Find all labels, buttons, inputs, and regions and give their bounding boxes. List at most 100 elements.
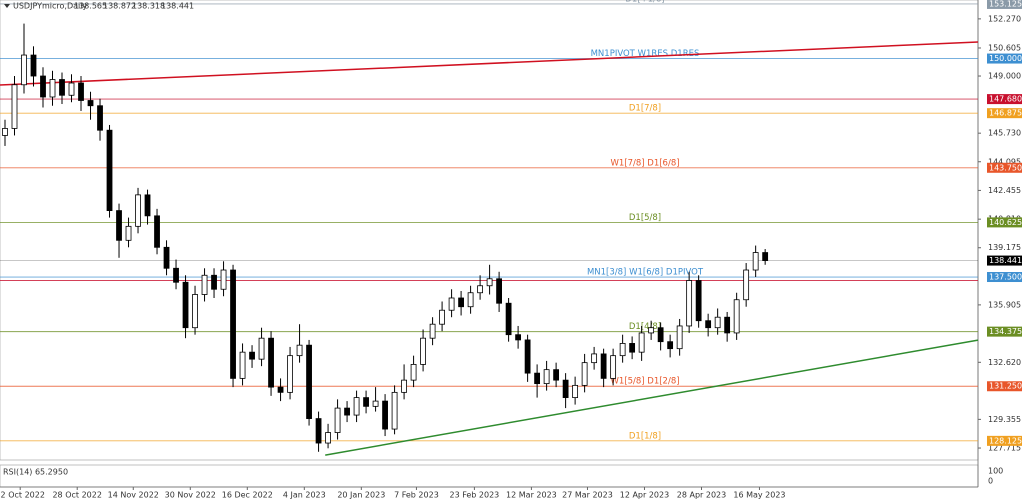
x-tick-label: 20 Jan 2023 <box>337 491 385 500</box>
price-tag <box>987 162 1022 173</box>
candle-body <box>714 316 721 329</box>
level-label: D1[1/8] <box>629 431 661 441</box>
candle-body <box>496 278 503 304</box>
candle-body <box>353 397 360 416</box>
price-tag-label: 146.875 <box>989 109 1022 118</box>
candle-body <box>477 285 483 294</box>
candle-body <box>306 344 312 419</box>
candle-body <box>268 337 274 388</box>
header-high: 138.872 <box>103 2 136 11</box>
indicator-frame <box>0 464 979 488</box>
price-tag-label: 138.441 <box>989 256 1022 265</box>
x-tick-label: 16 Dec 2022 <box>222 491 273 500</box>
candle-body <box>401 379 407 393</box>
candle-body <box>705 320 712 329</box>
candle-body <box>458 297 464 308</box>
y-tick-label: 127.715 <box>988 444 1021 453</box>
candle-body <box>344 407 350 416</box>
price-tag <box>987 435 1022 446</box>
x-tick-label: 12 Mar 2023 <box>506 491 557 500</box>
candle-body <box>11 84 18 129</box>
level-label: MN1[3/8] W1[6/8] D1PIVOT <box>587 268 704 278</box>
y-tick-label: 139.175 <box>988 243 1021 252</box>
candle-body <box>182 281 189 329</box>
price-tag <box>987 0 1022 9</box>
y-tick-label: 145.730 <box>988 129 1021 138</box>
y-tick-label: 144.095 <box>988 157 1021 166</box>
indicator-level: 0 <box>988 477 993 486</box>
candle-body <box>486 278 493 287</box>
candle-body <box>258 337 265 360</box>
header-low: 138.318 <box>132 2 165 11</box>
level-label: W1[7/8] D1[6/8] <box>610 158 679 168</box>
level-label: D1[+1/8] <box>625 0 664 4</box>
indicator-level: 100 <box>988 467 1003 476</box>
candle-body <box>173 267 179 283</box>
candle-body <box>116 210 122 241</box>
price-tag-label: 140.625 <box>989 218 1022 227</box>
candle-body <box>581 362 588 386</box>
menu-arrow <box>4 4 10 8</box>
candle-body <box>448 297 455 311</box>
candle-body <box>325 432 331 444</box>
candle-body <box>543 369 550 385</box>
trendline <box>0 41 979 86</box>
candle-body <box>562 379 569 399</box>
candle-body <box>743 269 750 301</box>
candle-body <box>363 397 369 407</box>
candle-body <box>372 400 379 407</box>
candle-body <box>21 54 27 86</box>
trendlines <box>0 41 979 456</box>
candle-body <box>163 246 170 269</box>
candle-body <box>68 82 75 96</box>
x-tick-label: 16 May 2023 <box>733 491 785 500</box>
candle-body <box>667 341 674 350</box>
price-tag <box>987 53 1022 64</box>
price-tag-label: 137.500 <box>989 273 1022 282</box>
indicator-label: RSI(14) 65.2950 <box>3 468 68 477</box>
candle-body <box>410 363 417 381</box>
y-tick-label: 129.355 <box>988 415 1021 424</box>
candle-body <box>553 369 560 381</box>
x-tick-label: 30 Nov 2022 <box>165 491 216 500</box>
trendline <box>325 339 979 456</box>
candle-body <box>676 325 683 350</box>
price-tag-label: 131.250 <box>989 382 1022 391</box>
candle-body <box>572 384 579 399</box>
price-tag <box>987 94 1022 105</box>
plot-frame <box>0 0 979 461</box>
candle-body <box>59 79 65 96</box>
candle-body <box>505 302 512 336</box>
candle-body <box>524 339 531 374</box>
candle-body <box>439 309 445 325</box>
x-tick-label: 12 Oct 2022 <box>0 491 45 500</box>
candle-body <box>287 355 293 393</box>
candle-body <box>144 194 151 217</box>
candle-body <box>752 252 759 271</box>
y-tick-label: 135.905 <box>988 300 1021 309</box>
candle-body <box>382 400 388 430</box>
candle-body <box>315 418 322 444</box>
candle-body <box>49 79 56 98</box>
candle-body <box>657 327 664 343</box>
header-open: 138.565 <box>74 2 107 11</box>
candle-body <box>429 323 436 339</box>
candle-body <box>648 327 655 334</box>
y-tick-label: 149.000 <box>988 72 1021 81</box>
level-label: W1[5/8] D1[2/8] <box>610 377 679 387</box>
candle-body <box>334 407 341 433</box>
price-tag <box>987 381 1022 392</box>
price-tag <box>987 217 1022 228</box>
candle-body <box>600 353 607 379</box>
x-tick-label: 12 Apr 2023 <box>620 491 669 500</box>
price-tag-label: 128.125 <box>989 436 1022 445</box>
candle-body <box>125 225 132 241</box>
level-label: D1[7/8] <box>629 104 661 114</box>
candle-body <box>619 343 626 357</box>
price-tag <box>987 272 1022 283</box>
x-tick-label: 27 Mar 2023 <box>562 491 613 500</box>
level-label: D1[4/8] <box>629 322 661 332</box>
candle-body <box>610 355 617 379</box>
